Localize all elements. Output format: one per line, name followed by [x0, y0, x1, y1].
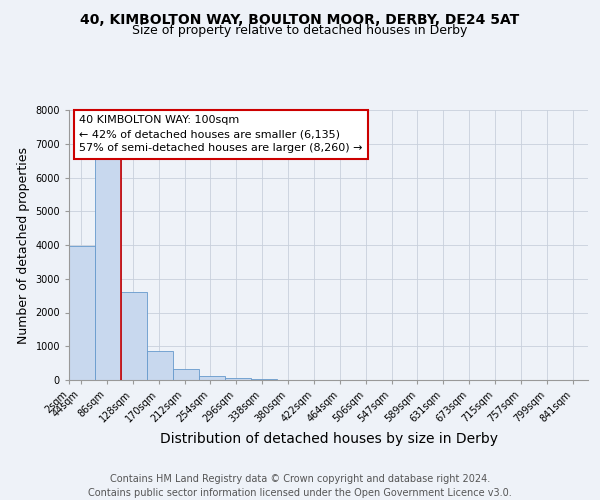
- Y-axis label: Number of detached properties: Number of detached properties: [17, 146, 30, 344]
- Bar: [95, 157, 121, 380]
- Text: Size of property relative to detached houses in Derby: Size of property relative to detached ho…: [133, 24, 467, 37]
- Bar: [224, 378, 251, 380]
- Bar: [199, 376, 224, 380]
- Bar: [147, 350, 173, 380]
- Bar: [173, 368, 199, 380]
- Bar: [121, 292, 147, 380]
- X-axis label: Distribution of detached houses by size in Derby: Distribution of detached houses by size …: [160, 432, 497, 446]
- Text: Contains HM Land Registry data © Crown copyright and database right 2024.
Contai: Contains HM Land Registry data © Crown c…: [88, 474, 512, 498]
- Text: 40, KIMBOLTON WAY, BOULTON MOOR, DERBY, DE24 5AT: 40, KIMBOLTON WAY, BOULTON MOOR, DERBY, …: [80, 12, 520, 26]
- Bar: [251, 379, 277, 380]
- Bar: [69, 246, 95, 380]
- Text: 40 KIMBOLTON WAY: 100sqm
← 42% of detached houses are smaller (6,135)
57% of sem: 40 KIMBOLTON WAY: 100sqm ← 42% of detach…: [79, 116, 363, 154]
